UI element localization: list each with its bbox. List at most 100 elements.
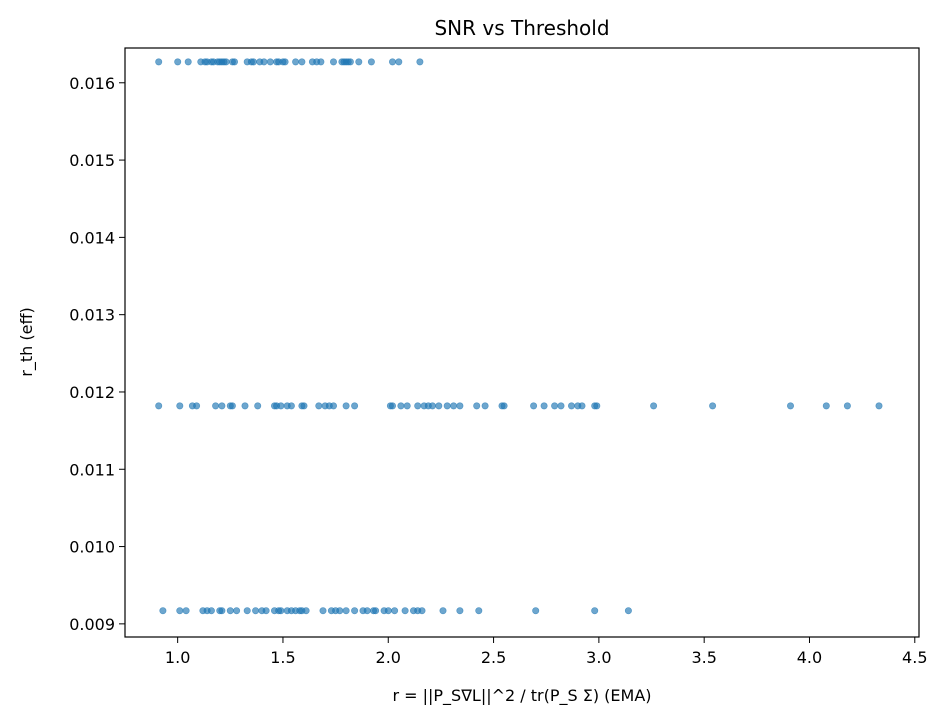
scatter-point (843, 402, 851, 410)
scatter-point (243, 607, 251, 615)
scatter-point (391, 607, 399, 615)
scatter-point (231, 58, 239, 66)
scatter-point (401, 607, 409, 615)
scatter-point (481, 402, 489, 410)
scatter-point (176, 402, 184, 410)
scatter-point (443, 402, 451, 410)
scatter-point (277, 402, 285, 410)
scatter-point (298, 58, 306, 66)
y-tick-label: 0.013 (69, 306, 115, 325)
y-tick-label: 0.012 (69, 383, 115, 402)
chart-title: SNR vs Threshold (434, 16, 609, 40)
scatter-point (155, 58, 163, 66)
x-tick-label: 1.5 (270, 648, 295, 667)
scatter-point (226, 607, 234, 615)
scatter-point (346, 58, 354, 66)
scatter-point (397, 402, 405, 410)
scatter-point (384, 607, 392, 615)
scatter-point (222, 58, 230, 66)
scatter-point (367, 58, 375, 66)
scatter-point (473, 402, 481, 410)
scatter-point (355, 58, 363, 66)
x-axis-label: r = ||P_S∇L||^2 / tr(P_S Σ) (EMA) (392, 686, 651, 706)
scatter-point (418, 607, 426, 615)
scatter-point (260, 58, 268, 66)
scatter-point (302, 607, 310, 615)
scatter-point (456, 402, 464, 410)
scatter-point (395, 58, 403, 66)
scatter-point (567, 402, 575, 410)
scatter-point (250, 58, 258, 66)
scatter-point (786, 402, 794, 410)
scatter-points (155, 58, 883, 615)
x-tick-label: 4.5 (902, 648, 927, 667)
scatter-point (428, 402, 436, 410)
scatter-point (342, 402, 350, 410)
scatter-point (351, 607, 359, 615)
scatter-point (281, 58, 289, 66)
scatter-point (287, 402, 295, 410)
scatter-point (363, 607, 371, 615)
x-tick-label: 3.5 (691, 648, 716, 667)
scatter-point (372, 607, 380, 615)
scatter-point (174, 58, 182, 66)
scatter-point (875, 402, 883, 410)
scatter-point (414, 402, 422, 410)
scatter-point (207, 607, 215, 615)
y-tick-label: 0.010 (69, 538, 115, 557)
scatter-point (591, 607, 599, 615)
scatter-point (329, 58, 337, 66)
x-tick-label: 2.0 (376, 648, 401, 667)
y-tick-label: 0.015 (69, 151, 115, 170)
scatter-point (315, 402, 323, 410)
y-tick-label: 0.009 (69, 615, 115, 634)
scatter-point (228, 402, 236, 410)
scatter-point (557, 402, 565, 410)
scatter-point (435, 402, 443, 410)
scatter-point (319, 607, 327, 615)
scatter-point (252, 607, 260, 615)
scatter-point (416, 58, 424, 66)
scatter-point (218, 607, 226, 615)
scatter-point (351, 402, 359, 410)
scatter-point (650, 402, 658, 410)
scatter-point (500, 402, 508, 410)
scatter-point (822, 402, 830, 410)
scatter-point (212, 402, 220, 410)
scatter-point (292, 58, 300, 66)
scatter-point (277, 607, 285, 615)
x-tick-label: 1.0 (165, 648, 190, 667)
scatter-point (233, 607, 241, 615)
scatter-point (176, 607, 184, 615)
scatter-point (530, 402, 538, 410)
y-tick-label: 0.011 (69, 460, 115, 479)
x-tick-label: 4.0 (797, 648, 822, 667)
scatter-point (450, 402, 458, 410)
scatter-point (317, 58, 325, 66)
scatter-point (540, 402, 548, 410)
scatter-point (388, 402, 396, 410)
scatter-point (300, 402, 308, 410)
scatter-point (336, 607, 344, 615)
scatter-point (193, 402, 201, 410)
scatter-point (475, 607, 483, 615)
scatter-point (155, 402, 163, 410)
scatter-point (709, 402, 717, 410)
scatter-point (182, 607, 190, 615)
scatter-point (532, 607, 540, 615)
scatter-point (551, 402, 559, 410)
scatter-point (329, 402, 337, 410)
scatter-point (388, 58, 396, 66)
x-tick-label: 3.0 (586, 648, 611, 667)
x-axis-ticks: 1.0 1.5 2.0 2.5 3.0 3.5 4.0 4.5 (165, 637, 928, 667)
scatter-point (578, 402, 586, 410)
scatter-point (456, 607, 464, 615)
x-tick-label: 2.5 (481, 648, 506, 667)
scatter-point (254, 402, 262, 410)
scatter-point (159, 607, 167, 615)
scatter-point (403, 402, 411, 410)
scatter-point (218, 402, 226, 410)
scatter-point (593, 402, 601, 410)
